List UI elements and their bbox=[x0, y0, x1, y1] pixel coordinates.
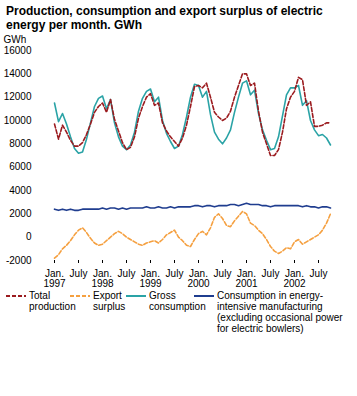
svg-text:Jan.1999: Jan.1999 bbox=[139, 268, 162, 289]
html-text:Total production: Total production bbox=[29, 290, 76, 312]
svg-text:6000: 6000 bbox=[9, 161, 32, 172]
html-text:Export surplus: Export surplus bbox=[93, 290, 126, 312]
svg-text:July: July bbox=[70, 268, 88, 279]
svg-text:Jan.1998: Jan.1998 bbox=[91, 268, 114, 289]
svg-text:Jan.2002: Jan.2002 bbox=[283, 268, 306, 289]
svg-text:GWh: GWh bbox=[4, 34, 27, 45]
html-text:Production, consumption and ex: Production, consumption and export surpl… bbox=[6, 4, 323, 32]
html-text:Gross consumption: Gross consumption bbox=[149, 290, 206, 312]
svg-text:12000: 12000 bbox=[4, 91, 32, 102]
svg-text:2000: 2000 bbox=[9, 208, 32, 219]
svg-text:July: July bbox=[166, 268, 184, 279]
svg-text:14000: 14000 bbox=[4, 68, 32, 79]
svg-text:-2000: -2000 bbox=[6, 255, 32, 266]
svg-text:0: 0 bbox=[26, 231, 32, 242]
svg-text:July: July bbox=[262, 268, 280, 279]
svg-text:Jan.2000: Jan.2000 bbox=[187, 268, 210, 289]
svg-text:Jan.1997: Jan.1997 bbox=[43, 268, 66, 289]
svg-text:10000: 10000 bbox=[4, 115, 32, 126]
svg-text:Jan.2001: Jan.2001 bbox=[235, 268, 258, 289]
svg-text:July: July bbox=[310, 268, 328, 279]
svg-text:July: July bbox=[118, 268, 136, 279]
html-text:Consumption in energy-intensiv: Consumption in energy-intensive manufact… bbox=[217, 290, 343, 334]
svg-text:16000: 16000 bbox=[4, 45, 32, 56]
svg-text:8000: 8000 bbox=[9, 138, 32, 149]
svg-text:4000: 4000 bbox=[9, 185, 32, 196]
svg-text:July: July bbox=[214, 268, 232, 279]
